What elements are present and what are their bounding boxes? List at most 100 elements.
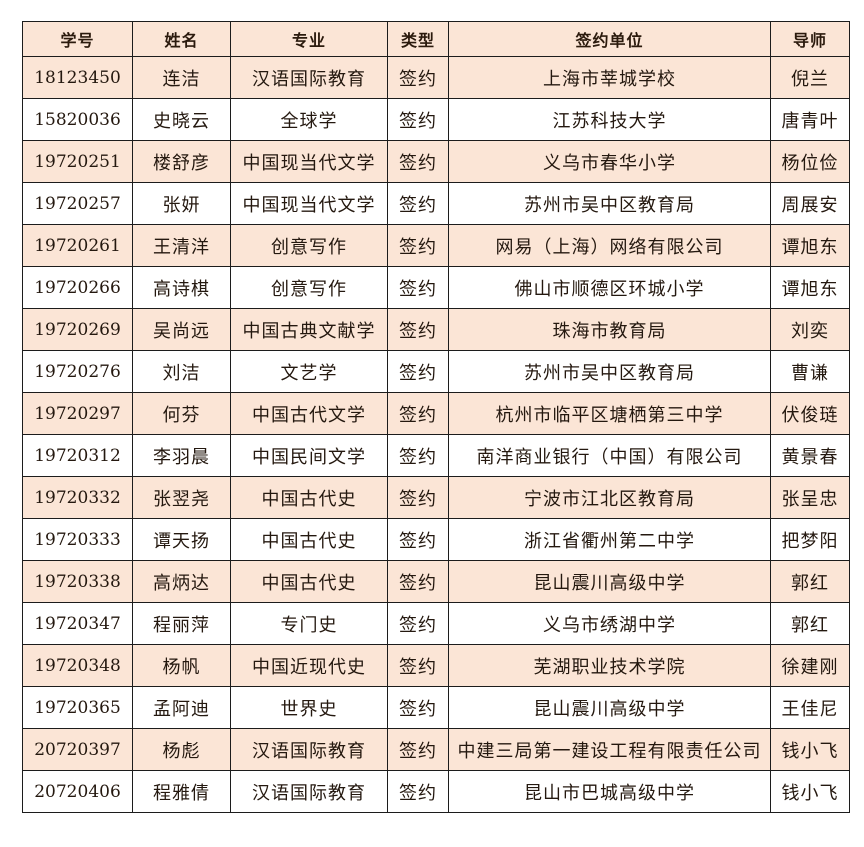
cell-student_id: 19720251 xyxy=(22,140,133,183)
table-row: 19720276 刘洁 文艺学 签约 苏州市吴中区教育局 曹谦 xyxy=(22,350,850,393)
cell-type: 签约 xyxy=(387,140,449,183)
cell-advisor: 刘奕 xyxy=(770,308,850,351)
column-header-type: 类型 xyxy=(387,21,449,57)
table-row: 19720297 何芬 中国古代文学 签约 杭州市临平区塘栖第三中学 伏俊琏 xyxy=(22,392,850,435)
column-header-advisor: 导师 xyxy=(770,21,850,57)
cell-name: 高炳达 xyxy=(132,560,231,603)
cell-student_id: 19720266 xyxy=(22,266,133,309)
table-row: 19720348 杨帆 中国近现代史 签约 芜湖职业技术学院 徐建刚 xyxy=(22,644,850,687)
cell-major: 世界史 xyxy=(230,686,388,729)
cell-major: 中国现当代文学 xyxy=(230,182,388,225)
cell-name: 孟阿迪 xyxy=(132,686,231,729)
cell-student_id: 20720406 xyxy=(22,770,133,813)
cell-advisor: 王佳尼 xyxy=(770,686,850,729)
cell-type: 签约 xyxy=(387,224,449,267)
cell-advisor: 徐建刚 xyxy=(770,644,850,687)
cell-employer: 网易（上海）网络有限公司 xyxy=(448,224,771,267)
cell-employer: 苏州市吴中区教育局 xyxy=(448,182,771,225)
cell-major: 中国现当代文学 xyxy=(230,140,388,183)
table-row: 19720333 谭天扬 中国古代史 签约 浙江省衢州第二中学 把梦阳 xyxy=(22,518,850,561)
cell-name: 李羽晨 xyxy=(132,434,231,477)
cell-employer: 上海市莘城学校 xyxy=(448,56,771,99)
cell-major: 汉语国际教育 xyxy=(230,56,388,99)
column-header-employer: 签约单位 xyxy=(448,21,771,57)
cell-major: 中国古代史 xyxy=(230,518,388,561)
cell-name: 何芬 xyxy=(132,392,231,435)
cell-name: 张妍 xyxy=(132,182,231,225)
cell-student_id: 15820036 xyxy=(22,98,133,141)
table-row: 19720251 楼舒彦 中国现当代文学 签约 义乌市春华小学 杨位俭 xyxy=(22,140,850,183)
cell-student_id: 19720297 xyxy=(22,392,133,435)
cell-name: 连洁 xyxy=(132,56,231,99)
cell-advisor: 杨位俭 xyxy=(770,140,850,183)
cell-employer: 昆山震川高级中学 xyxy=(448,686,771,729)
cell-type: 签约 xyxy=(387,266,449,309)
cell-type: 签约 xyxy=(387,56,449,99)
table-row: 15820036 史晓云 全球学 签约 江苏科技大学 唐青叶 xyxy=(22,98,850,141)
document-page: 学号 姓名 专业 类型 签约单位 导师 18123450 连洁 汉语国际教育 签约 上海市莘城学校… xyxy=(22,21,850,813)
cell-major: 中国民间文学 xyxy=(230,434,388,477)
cell-advisor: 谭旭东 xyxy=(770,266,850,309)
cell-type: 签约 xyxy=(387,98,449,141)
cell-major: 中国古代史 xyxy=(230,476,388,519)
cell-student_id: 19720348 xyxy=(22,644,133,687)
cell-employer: 杭州市临平区塘栖第三中学 xyxy=(448,392,771,435)
cell-student_id: 19720338 xyxy=(22,560,133,603)
cell-type: 签约 xyxy=(387,308,449,351)
cell-student_id: 19720276 xyxy=(22,350,133,393)
cell-major: 专门史 xyxy=(230,602,388,645)
cell-student_id: 19720269 xyxy=(22,308,133,351)
column-header-major: 专业 xyxy=(230,21,388,57)
cell-employer: 昆山市巴城高级中学 xyxy=(448,770,771,813)
cell-type: 签约 xyxy=(387,686,449,729)
cell-employer: 中建三局第一建设工程有限责任公司 xyxy=(448,728,771,771)
cell-type: 签约 xyxy=(387,728,449,771)
cell-name: 杨彪 xyxy=(132,728,231,771)
cell-type: 签约 xyxy=(387,476,449,519)
cell-major: 文艺学 xyxy=(230,350,388,393)
cell-name: 程丽萍 xyxy=(132,602,231,645)
cell-student_id: 19720312 xyxy=(22,434,133,477)
cell-advisor: 张呈忠 xyxy=(770,476,850,519)
cell-advisor: 把梦阳 xyxy=(770,518,850,561)
cell-advisor: 黄景春 xyxy=(770,434,850,477)
cell-employer: 浙江省衢州第二中学 xyxy=(448,518,771,561)
cell-name: 杨帆 xyxy=(132,644,231,687)
cell-type: 签约 xyxy=(387,434,449,477)
cell-advisor: 倪兰 xyxy=(770,56,850,99)
cell-employer: 江苏科技大学 xyxy=(448,98,771,141)
cell-student_id: 19720332 xyxy=(22,476,133,519)
cell-student_id: 19720347 xyxy=(22,602,133,645)
cell-type: 签约 xyxy=(387,560,449,603)
cell-advisor: 谭旭东 xyxy=(770,224,850,267)
cell-type: 签约 xyxy=(387,392,449,435)
table-row: 18123450 连洁 汉语国际教育 签约 上海市莘城学校 倪兰 xyxy=(22,56,850,99)
table-row: 19720365 孟阿迪 世界史 签约 昆山震川高级中学 王佳尼 xyxy=(22,686,850,729)
column-header-student_id: 学号 xyxy=(22,21,133,57)
cell-advisor: 伏俊琏 xyxy=(770,392,850,435)
cell-name: 程雅倩 xyxy=(132,770,231,813)
table-body: 18123450 连洁 汉语国际教育 签约 上海市莘城学校 倪兰 15820036 史晓云 全球… xyxy=(22,56,850,813)
cell-employer: 昆山震川高级中学 xyxy=(448,560,771,603)
cell-employer: 义乌市绣湖中学 xyxy=(448,602,771,645)
cell-name: 刘洁 xyxy=(132,350,231,393)
cell-student_id: 19720257 xyxy=(22,182,133,225)
cell-name: 楼舒彦 xyxy=(132,140,231,183)
column-header-name: 姓名 xyxy=(132,21,231,57)
cell-major: 创意写作 xyxy=(230,266,388,309)
cell-name: 张翌尧 xyxy=(132,476,231,519)
cell-employer: 苏州市吴中区教育局 xyxy=(448,350,771,393)
cell-employer: 义乌市春华小学 xyxy=(448,140,771,183)
cell-advisor: 周展安 xyxy=(770,182,850,225)
cell-type: 签约 xyxy=(387,602,449,645)
cell-type: 签约 xyxy=(387,770,449,813)
cell-name: 王清洋 xyxy=(132,224,231,267)
cell-advisor: 钱小飞 xyxy=(770,770,850,813)
cell-student_id: 18123450 xyxy=(22,56,133,99)
cell-type: 签约 xyxy=(387,182,449,225)
cell-student_id: 20720397 xyxy=(22,728,133,771)
cell-advisor: 钱小飞 xyxy=(770,728,850,771)
table-row: 19720312 李羽晨 中国民间文学 签约 南洋商业银行（中国）有限公司 黄景春 xyxy=(22,434,850,477)
cell-employer: 芜湖职业技术学院 xyxy=(448,644,771,687)
cell-advisor: 曹谦 xyxy=(770,350,850,393)
